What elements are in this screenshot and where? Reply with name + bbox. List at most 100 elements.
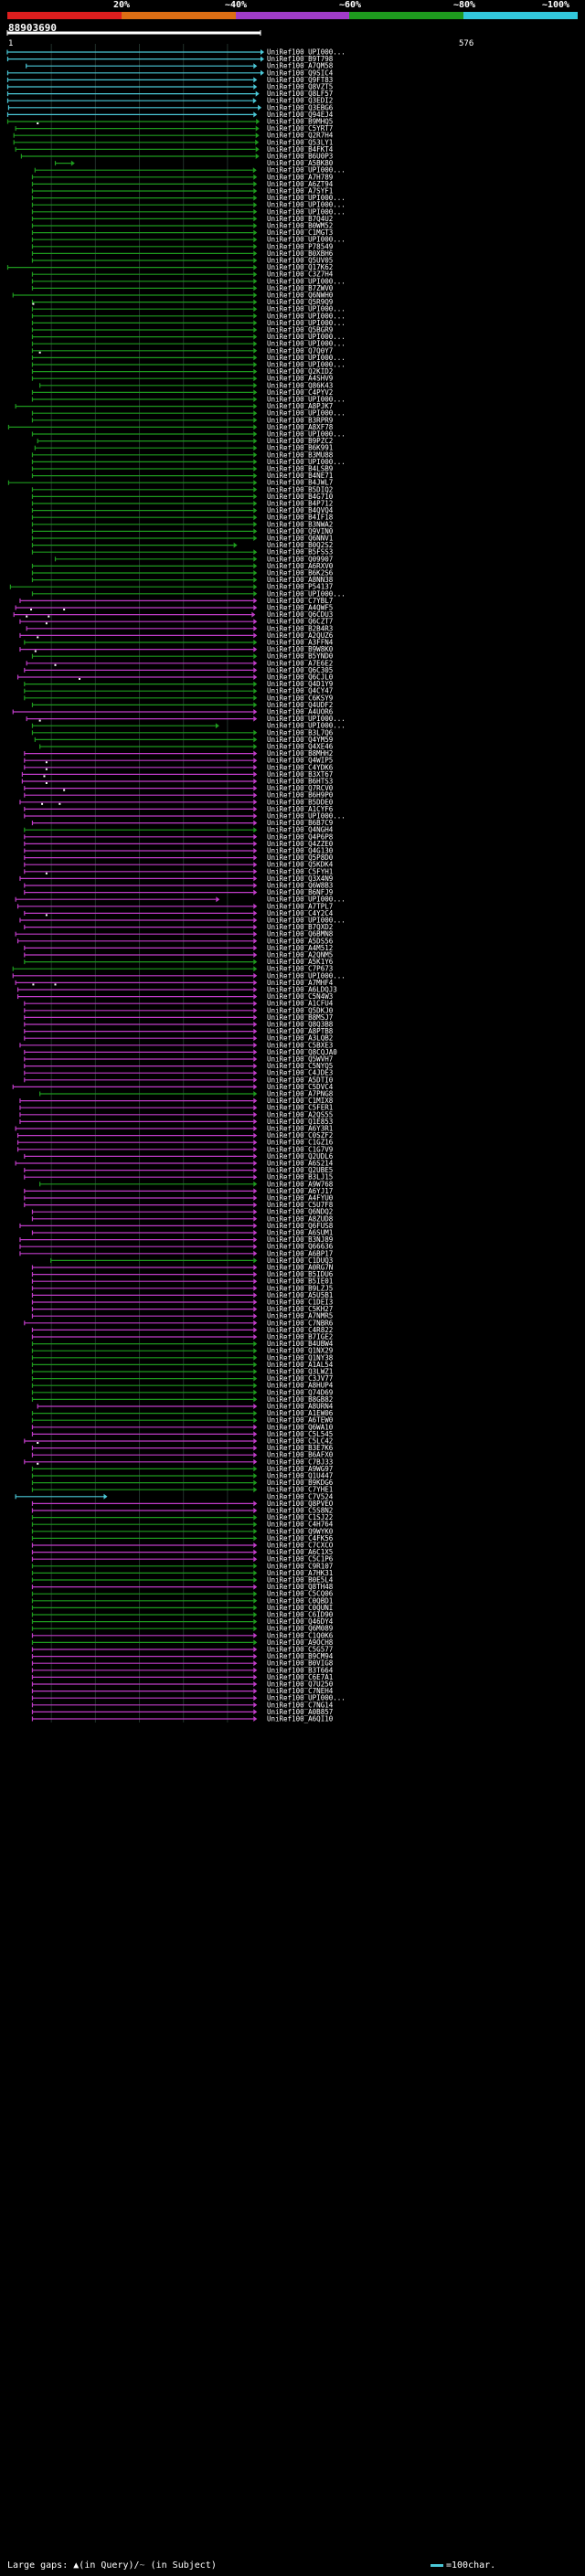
hit-label: UniRef100_UPI000...	[267, 166, 346, 175]
hit-end-arrow-icon	[253, 63, 258, 69]
hit-end-arrow-icon	[253, 1188, 258, 1194]
scale-mark-20: 20%	[112, 0, 131, 10]
hit-label: UniRef100_Q6BMN8	[267, 930, 334, 938]
hit-end-arrow-icon	[253, 1195, 258, 1201]
hit-end-arrow-icon	[253, 1479, 258, 1486]
hit-label: UniRef100_C1Q0K6	[267, 1631, 334, 1639]
hit-end-arrow-icon	[253, 208, 258, 215]
hit-end-arrow-icon	[253, 271, 258, 278]
hit-end-arrow-icon	[253, 883, 258, 888]
hit-end-arrow-icon	[253, 1716, 258, 1722]
hit-end-arrow-icon	[253, 1653, 258, 1659]
gap-marker-icon	[79, 678, 81, 680]
hit-label: UniRef100_UPI000...	[267, 236, 346, 244]
hit-label: UniRef100_Q4D1Y9	[267, 680, 333, 688]
hit-end-arrow-icon	[253, 1118, 258, 1125]
hit-label: UniRef100_B5DIQ2	[267, 485, 333, 493]
hit-end-arrow-icon	[253, 1570, 258, 1576]
hit-end-arrow-icon	[253, 501, 258, 506]
hit-end-arrow-icon	[253, 243, 258, 249]
hit-label: UniRef100_A7PNG8	[267, 1090, 334, 1098]
hit-end-arrow-icon	[253, 848, 258, 853]
hit-label: UniRef100_UPI000...	[267, 277, 346, 285]
hit-end-arrow-icon	[253, 1681, 258, 1687]
gap-marker-icon	[63, 609, 66, 610]
hit-end-arrow-icon	[253, 917, 258, 923]
hit-label: UniRef100_B8GB82	[267, 1395, 333, 1404]
hit-label: UniRef100_C0QUNI	[267, 1604, 333, 1612]
hit-end-arrow-icon	[253, 862, 258, 868]
hit-end-arrow-icon	[253, 334, 258, 340]
hit-end-arrow-icon	[253, 264, 258, 270]
hit-label: UniRef100_C9R107	[267, 1562, 333, 1570]
hit-end-arrow-icon	[253, 299, 258, 305]
hit-end-arrow-icon	[261, 49, 264, 55]
gap-legend: Large gaps: ▲(in Query)/~ (in Subject)	[7, 2560, 217, 2571]
hit-end-arrow-icon	[253, 1500, 258, 1507]
hit-end-arrow-icon	[253, 764, 258, 770]
hit-end-arrow-icon	[253, 875, 258, 882]
hit-end-arrow-icon	[253, 1084, 258, 1090]
hit-end-arrow-icon	[253, 993, 258, 1000]
hit-end-arrow-icon	[253, 1223, 258, 1229]
hit-end-arrow-icon	[253, 584, 258, 590]
hit-label: UniRef100_UPI000...	[267, 333, 346, 341]
hit-end-arrow-icon	[253, 1306, 258, 1312]
hit-end-arrow-icon	[253, 1445, 258, 1451]
hit-end-arrow-icon	[253, 417, 258, 423]
hit-label: UniRef100_UPI000...	[267, 896, 346, 904]
hit-end-arrow-icon	[253, 493, 258, 500]
hit-label: UniRef100_B4FKT4	[267, 145, 334, 154]
hit-end-arrow-icon	[253, 771, 258, 778]
hit-label: UniRef100_Q6W8B3	[267, 882, 333, 890]
gap-marker-icon	[37, 636, 39, 639]
hit-end-arrow-icon	[253, 744, 258, 749]
hit-label: UniRef100_A6SUM1	[267, 1229, 333, 1237]
hit-label: UniRef100_A7SYF1	[267, 187, 333, 196]
hit-end-arrow-icon	[253, 285, 258, 292]
hit-label: UniRef100_B9CM94	[267, 1652, 334, 1660]
hit-label: UniRef100_B6AFX0	[267, 1451, 334, 1459]
hit-end-arrow-icon	[253, 1348, 258, 1354]
hit-end-arrow-icon	[253, 1265, 258, 1270]
hit-label: UniRef100_B3E7K6	[267, 1444, 334, 1452]
hit-label: UniRef100_B4G710	[267, 493, 334, 501]
hit-label: UniRef100_UPI000...	[267, 194, 346, 202]
hit-end-arrow-icon	[253, 799, 258, 805]
hit-label: UniRef100_C1G7V9	[267, 1145, 333, 1153]
hit-end-arrow-icon	[253, 1230, 258, 1235]
hit-end-arrow-icon	[253, 431, 258, 437]
hit-end-arrow-icon	[253, 1521, 258, 1528]
hit-label: UniRef100_C7BJ33	[267, 1458, 333, 1466]
hit-label: UniRef100_Q5UV05	[267, 257, 333, 265]
hit-label: UniRef100_A8NN38	[267, 576, 334, 584]
hit-label: UniRef100_Q1NX29	[267, 1347, 333, 1355]
hit-label: UniRef100_C4YDK6	[267, 763, 334, 771]
hit-label: UniRef100_A6YJ17	[267, 1187, 333, 1195]
gap-marker-icon	[54, 983, 57, 986]
hit-label: UniRef100_UPI000...	[267, 589, 346, 598]
hit-label: UniRef100_C5BXE3	[267, 1041, 333, 1049]
hit-label: UniRef100_B6NFJ9	[267, 888, 333, 896]
hit-label: UniRef100_B6HTS3	[267, 778, 333, 786]
hit-label: UniRef100_Q4G130	[267, 847, 334, 855]
hit-label: UniRef100_B6B7C9	[267, 819, 333, 827]
hit-label: UniRef100_A4FYU0	[267, 1194, 334, 1203]
hit-label: UniRef100_A6ZT94	[267, 180, 334, 188]
hit-label: UniRef100_B5IE01	[267, 1277, 333, 1286]
hit-end-arrow-icon	[253, 1167, 258, 1173]
hit-end-arrow-icon	[215, 723, 219, 729]
hit-end-arrow-icon	[253, 188, 258, 194]
hit-label: UniRef100_C5S8N2	[267, 1507, 333, 1515]
hit-label: UniRef100_UPI000...	[267, 430, 346, 439]
hit-label: UniRef100_P54137	[267, 583, 333, 591]
hit-label: UniRef100_UPI000...	[267, 319, 346, 327]
hit-label: UniRef100_Q4WIP5	[267, 757, 333, 765]
hit-end-arrow-icon	[253, 1341, 258, 1347]
hit-end-arrow-icon	[253, 202, 258, 208]
hit-end-arrow-icon	[253, 258, 258, 263]
gap-marker-icon	[58, 802, 61, 805]
hit-end-arrow-icon	[258, 104, 262, 111]
hit-end-arrow-icon	[253, 250, 258, 257]
hit-end-arrow-icon	[253, 528, 258, 535]
